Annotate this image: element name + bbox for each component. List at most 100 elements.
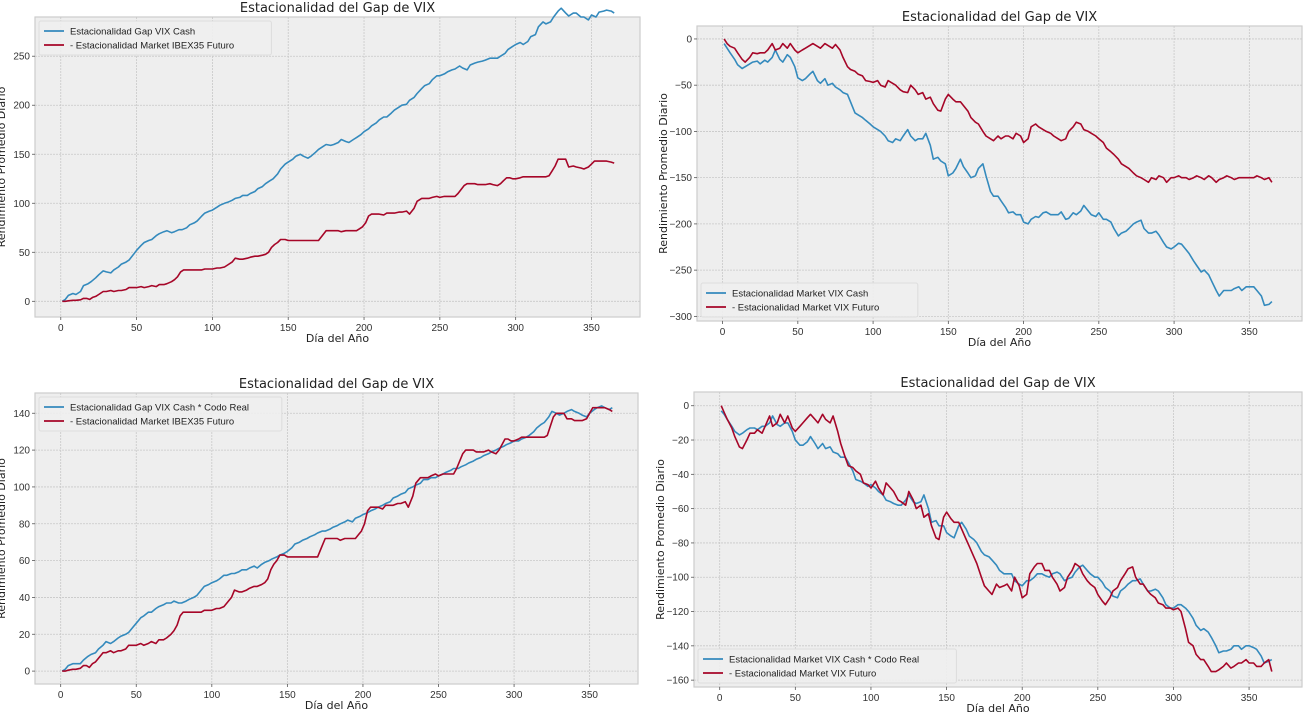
legend-box xyxy=(700,282,919,318)
x-tick-label: 150 xyxy=(279,690,296,701)
y-tick-label: −150 xyxy=(669,173,692,184)
x-tick-label: 50 xyxy=(792,327,804,338)
y-tick-label: −160 xyxy=(666,676,689,687)
x-tick-label: 50 xyxy=(790,693,802,704)
x-tick-label: 0 xyxy=(720,327,726,338)
y-tick-label: 100 xyxy=(13,482,30,493)
plot-area xyxy=(693,391,1303,688)
x-tick-label: 100 xyxy=(863,693,880,704)
y-tick-label: −20 xyxy=(672,436,689,447)
y-axis-label: Rendimiento Promedio Diario xyxy=(0,458,8,619)
series-line-blue xyxy=(61,7,615,302)
x-tick-label: 50 xyxy=(131,690,143,701)
y-tick-label: 100 xyxy=(13,199,30,210)
y-tick-label: 0 xyxy=(24,667,30,678)
subplot-top-left: 0 50 100 150 200 250 300 350 0 50 100 150 200 250 Esta… xyxy=(0,1,641,345)
chart-title: Estacionalidad del Gap de VIX xyxy=(239,377,434,392)
x-tick-label: 300 xyxy=(1166,327,1183,338)
series-line-red xyxy=(62,158,615,303)
y-tick-label: 140 xyxy=(13,409,30,420)
legend-label: - Estacionalidad Market IBEX35 Futuro xyxy=(70,417,234,428)
grid xyxy=(35,393,638,684)
legend-label: Estacionalidad Market VIX Cash xyxy=(732,289,868,300)
y-tick-label: −40 xyxy=(672,470,689,481)
series-line-red xyxy=(720,405,1273,673)
x-tick-label: 100 xyxy=(865,327,882,338)
x-axis-label: Día del Año xyxy=(305,699,369,712)
y-tick-label: −100 xyxy=(666,573,689,584)
y-tick-label: 200 xyxy=(13,101,30,112)
x-tick-label: 150 xyxy=(280,323,297,334)
series-line-blue xyxy=(61,405,613,672)
x-tick-label: 100 xyxy=(203,690,220,701)
y-tick-label: 80 xyxy=(19,519,31,530)
y-tick-label: 40 xyxy=(19,593,31,604)
grid xyxy=(694,392,1302,687)
x-tick-label: 250 xyxy=(1090,327,1107,338)
y-tick-label: −140 xyxy=(666,641,689,652)
x-tick-label: 350 xyxy=(581,690,598,701)
y-tick-label: 20 xyxy=(19,630,31,641)
x-tick-label: 300 xyxy=(1165,693,1182,704)
y-tick-label: 0 xyxy=(24,297,30,308)
legend: Estacionalidad Market VIX Cash * Codo Re… xyxy=(697,648,957,684)
y-tick-label: −60 xyxy=(672,504,689,515)
subplot-bottom-left: 0 50 100 150 200 250 300 350 0 20 40 60 80 100 120 140 E… xyxy=(0,377,639,712)
legend-label: Estacionalidad Gap VIX Cash xyxy=(70,27,195,38)
y-tick-label: 250 xyxy=(13,52,30,63)
y-tick-label: 0 xyxy=(686,34,692,45)
x-axis-label: Día del Año xyxy=(966,702,1030,715)
y-tick-label: 50 xyxy=(19,248,31,259)
legend-label: - Estacionalidad Market VIX Futuro xyxy=(732,303,879,314)
legend-label: Estacionalidad Gap VIX Cash * Codo Real xyxy=(70,403,249,414)
x-axis-label: Día del Año xyxy=(968,336,1032,349)
x-tick-label: 50 xyxy=(131,323,143,334)
series-line-red xyxy=(62,406,613,672)
subplot-bottom-right: 0 50 100 150 200 250 300 350 0 −20 −40 −60 −80 −100 −1… xyxy=(654,376,1303,715)
x-tick-label: 100 xyxy=(204,323,221,334)
y-tick-label: −250 xyxy=(669,266,692,277)
chart-title: Estacionalidad del Gap de VIX xyxy=(900,376,1095,391)
x-tick-label: 200 xyxy=(356,323,373,334)
y-axis-label: Rendimiento Promedio Diario xyxy=(657,93,670,254)
y-tick-label: −80 xyxy=(672,538,689,549)
subplot-top-right: 0 50 100 150 200 250 300 350 0 −50 −100 −150 −200 −25… xyxy=(657,10,1303,349)
series-line-blue xyxy=(720,410,1273,664)
x-axis-label: Día del Año xyxy=(306,332,370,345)
chart-title: Estacionalidad del Gap de VIX xyxy=(902,10,1097,25)
legend: Estacionalidad Market VIX Cash - Estacion… xyxy=(700,282,919,318)
y-tick-label: −200 xyxy=(669,219,692,230)
y-tick-label: −120 xyxy=(666,607,689,618)
legend-label: Estacionalidad Market VIX Cash * Codo Re… xyxy=(729,655,919,666)
y-axis-label: Rendimiento Promedio Diario xyxy=(0,86,8,247)
legend: Estacionalidad Gap VIX Cash - Estacionali… xyxy=(38,20,272,56)
x-tick-label: 250 xyxy=(1089,693,1106,704)
legend: Estacionalidad Gap VIX Cash * Codo Real -… xyxy=(38,396,283,432)
legend-box xyxy=(38,20,272,56)
legend-box xyxy=(38,396,283,432)
x-tick-label: 300 xyxy=(506,690,523,701)
legend-label: - Estacionalidad Market IBEX35 Futuro xyxy=(70,41,234,52)
x-tick-label: 150 xyxy=(938,693,955,704)
x-tick-label: 200 xyxy=(1015,327,1032,338)
y-tick-label: 120 xyxy=(13,446,30,457)
series-line-blue xyxy=(723,43,1273,307)
x-tick-label: 350 xyxy=(583,323,600,334)
x-tick-label: 0 xyxy=(58,323,64,334)
y-tick-label: −300 xyxy=(669,312,692,323)
y-tick-label: −50 xyxy=(675,81,692,92)
x-tick-label: 200 xyxy=(1014,693,1031,704)
plot-area xyxy=(34,16,641,318)
y-tick-label: −100 xyxy=(669,127,692,138)
x-tick-label: 200 xyxy=(355,690,372,701)
x-tick-label: 150 xyxy=(940,327,957,338)
chart-title: Estacionalidad del Gap de VIX xyxy=(240,1,435,16)
y-tick-label: 60 xyxy=(19,556,31,567)
y-axis-label: Rendimiento Promedio Diario xyxy=(654,459,667,620)
x-tick-label: 250 xyxy=(432,323,449,334)
x-tick-label: 350 xyxy=(1241,327,1258,338)
x-tick-label: 350 xyxy=(1241,693,1258,704)
x-tick-label: 250 xyxy=(430,690,447,701)
y-tick-label: 0 xyxy=(683,401,689,412)
